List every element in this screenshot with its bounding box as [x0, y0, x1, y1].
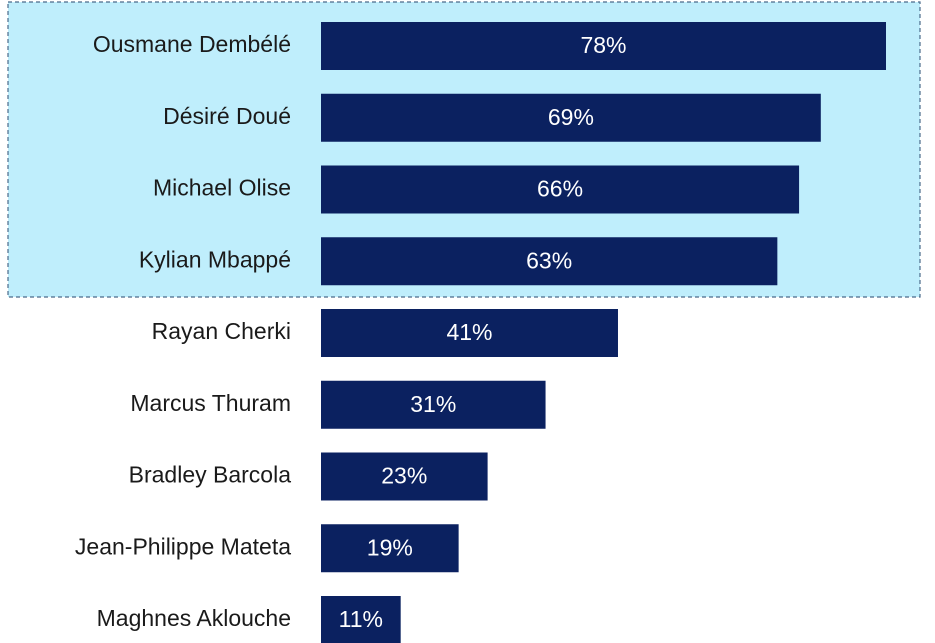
bar: [321, 93, 821, 142]
value-label: 11%: [339, 606, 383, 632]
category-label: Michael Olise: [153, 175, 291, 201]
category-label: Désiré Doué: [163, 103, 291, 129]
value-label: 66%: [537, 176, 583, 202]
bar: [321, 380, 546, 429]
category-label: Ousmane Dembélé: [93, 31, 291, 57]
category-label: Jean-Philippe Mateta: [75, 533, 291, 559]
category-label: Rayan Cherki: [152, 318, 291, 344]
bar: [321, 309, 618, 357]
category-label: Kylian Mbappé: [139, 246, 291, 272]
value-label: 69%: [548, 104, 594, 130]
value-label: 23%: [381, 463, 427, 489]
bar: [321, 165, 800, 214]
bar: [321, 22, 886, 70]
value-label: 19%: [367, 534, 413, 560]
value-label: 31%: [410, 391, 456, 417]
value-label: 78%: [580, 32, 626, 58]
category-label: Marcus Thuram: [130, 390, 291, 416]
value-label: 63%: [526, 247, 572, 273]
bar: [321, 452, 488, 501]
bar: [321, 237, 778, 286]
category-label: Bradley Barcola: [129, 462, 292, 488]
bar: [321, 524, 459, 573]
bar: [321, 596, 401, 643]
value-label: 41%: [446, 319, 492, 345]
category-label: Maghnes Aklouche: [97, 605, 291, 631]
